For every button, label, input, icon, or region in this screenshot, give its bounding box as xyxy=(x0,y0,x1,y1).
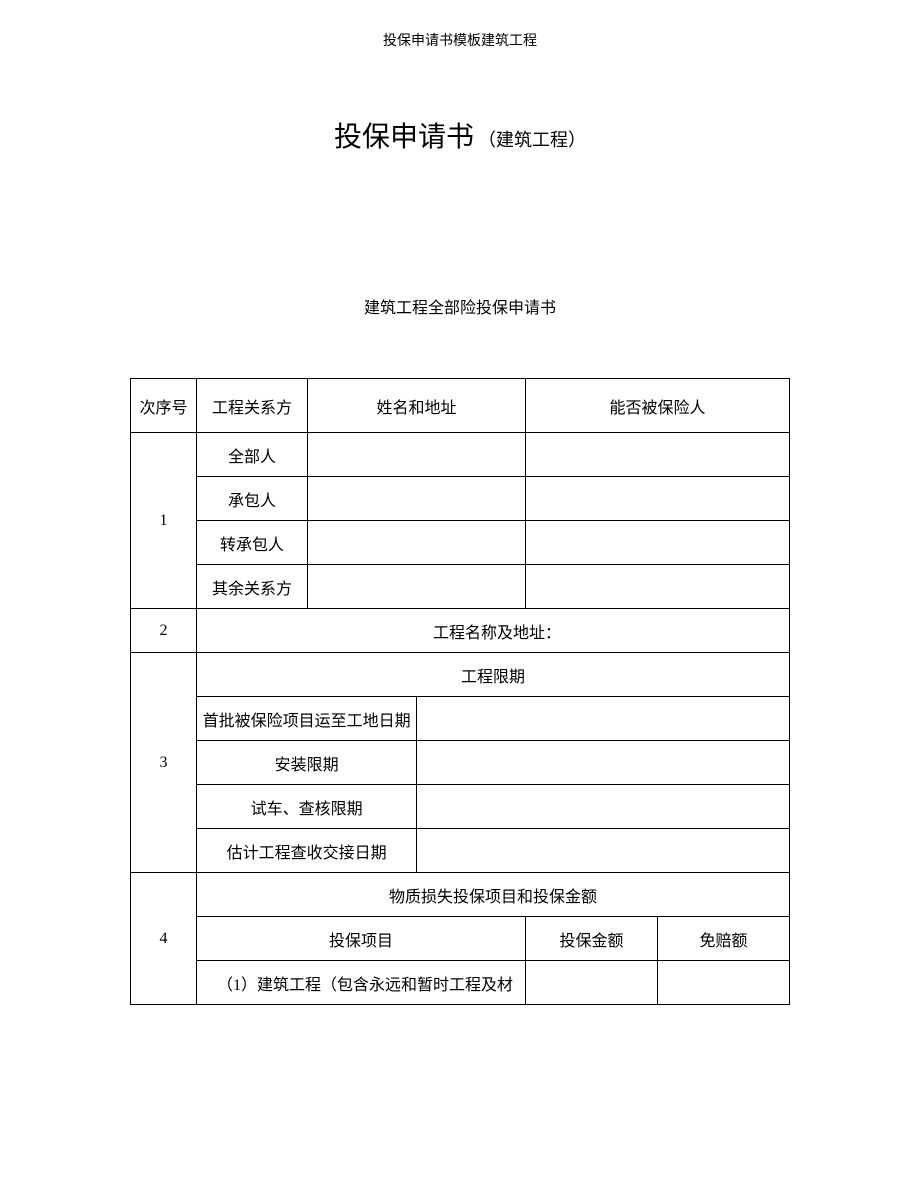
header-name-addr: 姓名和地址 xyxy=(307,379,525,433)
row1-all: 1 全部人 xyxy=(131,433,790,477)
row3-install-val[interactable] xyxy=(417,741,790,785)
document-title: 投保申请书 （建筑工程） xyxy=(0,115,920,155)
row3-install-label: 安装限期 xyxy=(197,741,417,785)
row1-num: 1 xyxy=(131,433,197,609)
row3-test-val[interactable] xyxy=(417,785,790,829)
row4-item1-deduct[interactable] xyxy=(658,961,790,1005)
row1-party-contractor: 承包人 xyxy=(197,477,308,521)
row4-header: 4 物质损失投保项目和投保金额 xyxy=(131,873,790,917)
row4-num: 4 xyxy=(131,873,197,1005)
row1-subcontractor: 转承包人 xyxy=(131,521,790,565)
header-seq: 次序号 xyxy=(131,379,197,433)
row3-install: 安装限期 xyxy=(131,741,790,785)
row4-col-deduct: 免赔额 xyxy=(658,917,790,961)
row3-handover: 估计工程查收交接日期 xyxy=(131,829,790,873)
row1-party-subcontractor: 转承包人 xyxy=(197,521,308,565)
row4-item1: （1）建筑工程（包含永远和暂时工程及材 xyxy=(131,961,790,1005)
row4-item1-label: （1）建筑工程（包含永远和暂时工程及材 xyxy=(197,961,526,1005)
row1-party-all: 全部人 xyxy=(197,433,308,477)
row3-num: 3 xyxy=(131,653,197,873)
row1-sub-name[interactable] xyxy=(307,521,525,565)
row4-col-project: 投保项目 xyxy=(197,917,526,961)
row1-other-insured[interactable] xyxy=(526,565,790,609)
row4-header-label: 物质损失投保项目和投保金额 xyxy=(197,873,790,917)
row3-header: 3 工程限期 xyxy=(131,653,790,697)
row3-test-label: 试车、查核限期 xyxy=(197,785,417,829)
row3-first-batch: 首批被保险项目运至工地日期 xyxy=(131,697,790,741)
header-insured: 能否被保险人 xyxy=(526,379,790,433)
row1-other: 其余关系方 xyxy=(131,565,790,609)
title-main-text: 投保申请书 xyxy=(334,122,474,153)
header-party: 工程关系方 xyxy=(197,379,308,433)
row1-other-name[interactable] xyxy=(307,565,525,609)
application-form-table: 次序号 工程关系方 姓名和地址 能否被保险人 1 全部人 承包人 转承包人 其余… xyxy=(130,378,790,1005)
table-header-row: 次序号 工程关系方 姓名和地址 能否被保险人 xyxy=(131,379,790,433)
row3-header-label: 工程限期 xyxy=(197,653,790,697)
row3-test: 试车、查核限期 xyxy=(131,785,790,829)
document-subtitle: 建筑工程全部险投保申请书 xyxy=(0,294,920,318)
row3-first-batch-val[interactable] xyxy=(417,697,790,741)
row1-contractor-name[interactable] xyxy=(307,477,525,521)
row3-handover-label: 估计工程查收交接日期 xyxy=(197,829,417,873)
row2: 2 工程名称及地址： xyxy=(131,609,790,653)
row4-col-amount: 投保金额 xyxy=(526,917,658,961)
title-suffix: （建筑工程） xyxy=(478,130,586,150)
row2-label: 工程名称及地址： xyxy=(197,609,790,653)
row4-item1-amount[interactable] xyxy=(526,961,658,1005)
row3-handover-val[interactable] xyxy=(417,829,790,873)
row1-contractor: 承包人 xyxy=(131,477,790,521)
row1-contractor-insured[interactable] xyxy=(526,477,790,521)
row1-sub-insured[interactable] xyxy=(526,521,790,565)
row4-subheader: 投保项目 投保金额 免赔额 xyxy=(131,917,790,961)
row2-num: 2 xyxy=(131,609,197,653)
page-header: 投保申请书模板建筑工程 xyxy=(0,30,920,50)
row3-first-batch-label: 首批被保险项目运至工地日期 xyxy=(197,697,417,741)
row1-all-name[interactable] xyxy=(307,433,525,477)
row1-all-insured[interactable] xyxy=(526,433,790,477)
row1-party-other: 其余关系方 xyxy=(197,565,308,609)
